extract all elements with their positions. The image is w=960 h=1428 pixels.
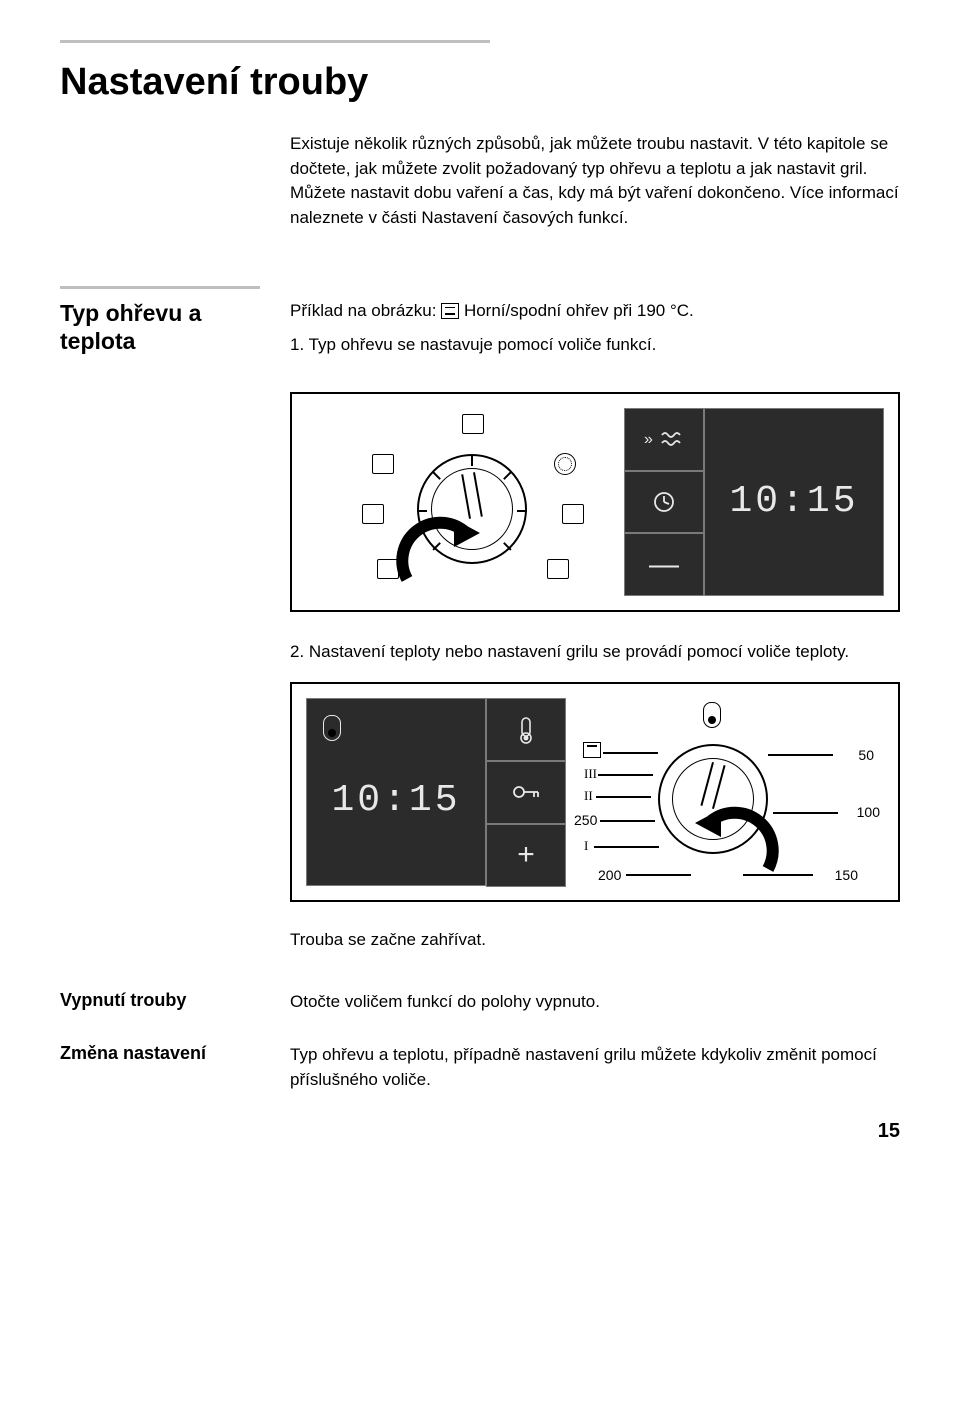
grill-level-1: I xyxy=(584,838,588,854)
clock-time-value-2: 10:15 xyxy=(331,780,460,823)
section-heading: Typ ohřevu a teplota xyxy=(60,299,260,368)
step-1: 1. Typ ohřevu se nastavuje pomocí voliče… xyxy=(290,333,900,358)
scale-line xyxy=(596,796,651,798)
scale-line xyxy=(626,874,691,876)
clock-time-value: 10:15 xyxy=(729,480,858,523)
subsection-divider-bar xyxy=(60,286,260,289)
diagram-2-wrap: 10:15 xyxy=(290,682,900,902)
after-note: Trouba se začne zahřívat. xyxy=(290,930,900,950)
minus-cell[interactable]: — xyxy=(624,533,704,596)
fan-icon xyxy=(554,453,576,475)
grill-level-3: III xyxy=(584,766,597,782)
thermometer-small-icon xyxy=(516,716,536,744)
mode-icon-4 xyxy=(562,504,584,524)
panel-button-column-2: + xyxy=(486,698,566,886)
row-label: Změna nastavení xyxy=(60,1043,260,1092)
after-note-wrap: Trouba se začne zahřívat. xyxy=(290,930,900,950)
plus-icon: + xyxy=(517,838,535,872)
clock-cell[interactable] xyxy=(624,471,704,534)
key-icon xyxy=(512,783,540,801)
grill-level-2: II xyxy=(584,788,593,804)
time-display: 10:15 xyxy=(704,408,884,596)
heat-indicator-cell[interactable]: » xyxy=(624,408,704,471)
panel-button-column: » — xyxy=(624,408,704,596)
top-icon-dots xyxy=(462,414,484,434)
row-label: Vypnutí trouby xyxy=(60,990,260,1015)
knob-tick xyxy=(471,456,473,466)
display-panel: » — 10:15 xyxy=(624,408,884,596)
knob-tick xyxy=(432,471,440,479)
minus-icon: — xyxy=(649,548,679,582)
scale-line xyxy=(603,752,658,754)
diagram-temperature-selector: 10:15 xyxy=(290,682,900,902)
page-number: 15 xyxy=(60,1120,900,1143)
temp-250: 250 xyxy=(574,812,597,828)
row-vypnuti: Vypnutí trouby Otočte voličem funkcí do … xyxy=(60,990,900,1015)
clock-icon xyxy=(652,490,676,514)
page-title: Nastavení trouby xyxy=(60,61,900,104)
row-zmena: Změna nastavení Typ ohřevu a teplotu, př… xyxy=(60,1043,900,1092)
step-2: 2. Nastavení teploty nebo nastavení gril… xyxy=(290,640,900,665)
key-cell[interactable] xyxy=(486,761,566,824)
mode-icon-3 xyxy=(362,504,384,524)
rotate-arrow-icon xyxy=(392,509,482,599)
svg-text:»: » xyxy=(644,431,653,448)
mode-icon-1 xyxy=(372,454,394,474)
row-text: Typ ohřevu a teplotu, případně nastavení… xyxy=(290,1043,900,1092)
time-display-2: 10:15 xyxy=(306,698,486,886)
section-body: Příklad na obrázku: Horní/spodní ohřev p… xyxy=(290,299,900,368)
section-divider-bar xyxy=(60,40,490,43)
top-bottom-heat-icon xyxy=(441,303,459,319)
scale-line xyxy=(768,754,833,756)
temp-150: 150 xyxy=(835,867,858,883)
knob-tick xyxy=(517,510,527,512)
scale-line xyxy=(743,874,813,876)
rotate-arrow-icon xyxy=(693,799,783,889)
row-text: Otočte voličem funkcí do polohy vypnuto. xyxy=(290,990,900,1015)
plus-cell[interactable]: + xyxy=(486,824,566,887)
temperature-knob-area: III II I 250 200 50 100 150 xyxy=(568,704,868,884)
bottom-rows: Vypnutí trouby Otočte voličem funkcí do … xyxy=(60,990,900,1092)
diagram-1-wrap: » — 10:15 xyxy=(290,392,900,612)
example-prefix: Příklad na obrázku: xyxy=(290,301,441,320)
mode-icon-6 xyxy=(547,559,569,579)
display-panel-2: 10:15 xyxy=(306,698,566,886)
intro-paragraph: Existuje několik různých způsobů, jak mů… xyxy=(290,132,900,231)
scale-line xyxy=(594,846,659,848)
step-2-wrap: 2. Nastavení teploty nebo nastavení gril… xyxy=(290,640,900,665)
function-knob-area xyxy=(322,414,622,594)
example-line: Příklad na obrázku: Horní/spodní ohřev p… xyxy=(290,299,900,324)
knob-tick xyxy=(503,471,511,479)
temp-50: 50 xyxy=(858,747,874,763)
temp-100: 100 xyxy=(857,804,880,820)
scale-line xyxy=(598,774,653,776)
section-typ-ohrevu: Typ ohřevu a teplota Příklad na obrázku:… xyxy=(60,299,900,368)
oven-mode-icon xyxy=(583,742,601,758)
thermometer-icon xyxy=(323,715,341,741)
therm-cell[interactable] xyxy=(486,698,566,761)
thermometer-top-icon xyxy=(703,702,721,728)
scale-line xyxy=(600,820,655,822)
diagram-function-selector: » — 10:15 xyxy=(290,392,900,612)
temp-200: 200 xyxy=(598,867,621,883)
scale-line xyxy=(773,812,838,814)
knob-tick xyxy=(503,542,511,550)
heat-wave-icon: » xyxy=(644,429,684,449)
example-suffix: Horní/spodní ohřev při 190 °C. xyxy=(464,301,694,320)
